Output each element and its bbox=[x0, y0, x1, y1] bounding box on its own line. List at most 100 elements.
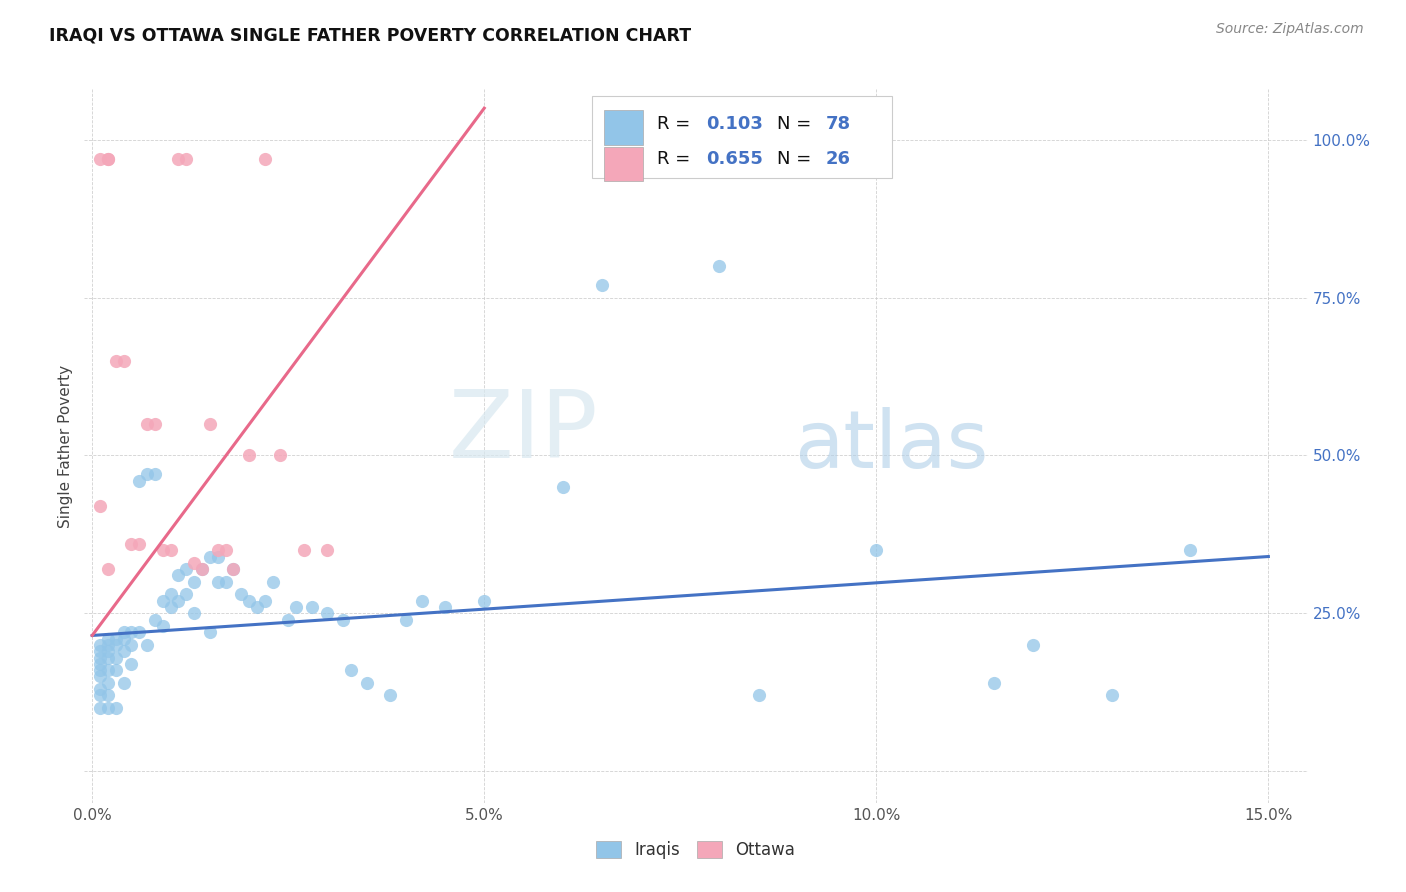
Point bbox=[152, 593, 174, 607]
Point bbox=[709, 259, 731, 273]
Point bbox=[128, 537, 150, 551]
Point bbox=[159, 587, 181, 601]
Point bbox=[89, 657, 111, 671]
Y-axis label: Single Father Poverty: Single Father Poverty bbox=[58, 365, 73, 527]
Point bbox=[983, 675, 1005, 690]
Point bbox=[89, 669, 111, 683]
Legend: Iraqis, Ottawa: Iraqis, Ottawa bbox=[591, 834, 801, 866]
Point bbox=[97, 675, 120, 690]
Point bbox=[231, 587, 253, 601]
Point bbox=[238, 593, 260, 607]
Point bbox=[136, 467, 159, 482]
Point bbox=[222, 562, 245, 576]
Point bbox=[207, 543, 229, 558]
Point bbox=[112, 675, 135, 690]
Point bbox=[222, 562, 245, 576]
Point bbox=[238, 449, 260, 463]
Point bbox=[551, 480, 574, 494]
Point bbox=[411, 593, 433, 607]
Point bbox=[591, 277, 613, 292]
Point bbox=[97, 152, 120, 166]
Point bbox=[104, 638, 127, 652]
Point bbox=[128, 474, 150, 488]
Point bbox=[112, 644, 135, 658]
Text: N =: N = bbox=[776, 150, 817, 168]
Text: N =: N = bbox=[776, 115, 817, 133]
FancyBboxPatch shape bbox=[605, 146, 644, 181]
Point bbox=[174, 587, 197, 601]
Point bbox=[89, 638, 111, 652]
Text: 26: 26 bbox=[825, 150, 851, 168]
Text: 0.103: 0.103 bbox=[706, 115, 762, 133]
Point bbox=[246, 600, 269, 615]
Point bbox=[434, 600, 457, 615]
FancyBboxPatch shape bbox=[605, 111, 644, 145]
Point bbox=[89, 152, 111, 166]
Point bbox=[152, 543, 174, 558]
Point bbox=[89, 689, 111, 703]
Point bbox=[183, 574, 205, 589]
Point bbox=[97, 152, 120, 166]
Point bbox=[89, 682, 111, 697]
Point bbox=[120, 625, 142, 640]
Point bbox=[104, 353, 127, 368]
Point bbox=[395, 613, 418, 627]
Point bbox=[97, 701, 120, 715]
Text: 78: 78 bbox=[825, 115, 851, 133]
Point bbox=[97, 650, 120, 665]
Point bbox=[198, 417, 221, 431]
Point bbox=[167, 152, 190, 166]
Point bbox=[316, 607, 339, 621]
Point bbox=[167, 593, 190, 607]
Point bbox=[214, 574, 236, 589]
Point bbox=[104, 701, 127, 715]
Point bbox=[253, 593, 276, 607]
Point bbox=[104, 650, 127, 665]
Point bbox=[112, 632, 135, 646]
Point bbox=[143, 417, 166, 431]
Point bbox=[89, 644, 111, 658]
Point bbox=[1178, 543, 1201, 558]
Point bbox=[104, 663, 127, 677]
Point bbox=[112, 625, 135, 640]
Point bbox=[198, 625, 221, 640]
Point bbox=[301, 600, 323, 615]
Text: R =: R = bbox=[657, 115, 696, 133]
Point bbox=[159, 543, 181, 558]
Point bbox=[143, 613, 166, 627]
Point bbox=[207, 574, 229, 589]
Point bbox=[269, 449, 291, 463]
Point bbox=[285, 600, 308, 615]
Point bbox=[277, 613, 299, 627]
Point bbox=[89, 701, 111, 715]
Point bbox=[292, 543, 315, 558]
Point bbox=[332, 613, 354, 627]
Point bbox=[152, 619, 174, 633]
Point bbox=[136, 638, 159, 652]
Point bbox=[183, 556, 205, 570]
Text: atlas: atlas bbox=[794, 407, 988, 485]
Point bbox=[136, 417, 159, 431]
Point bbox=[865, 543, 887, 558]
Point bbox=[174, 152, 197, 166]
Point bbox=[316, 543, 339, 558]
Point bbox=[472, 593, 495, 607]
Point bbox=[120, 638, 142, 652]
Point bbox=[112, 353, 135, 368]
Point bbox=[1022, 638, 1045, 652]
Point bbox=[380, 689, 402, 703]
Point bbox=[183, 607, 205, 621]
Point bbox=[191, 562, 214, 576]
Point bbox=[748, 689, 770, 703]
Point bbox=[89, 650, 111, 665]
Text: IRAQI VS OTTAWA SINGLE FATHER POVERTY CORRELATION CHART: IRAQI VS OTTAWA SINGLE FATHER POVERTY CO… bbox=[49, 27, 692, 45]
Point bbox=[253, 152, 276, 166]
Point bbox=[207, 549, 229, 564]
Point bbox=[174, 562, 197, 576]
Point bbox=[167, 568, 190, 582]
Point bbox=[97, 632, 120, 646]
Text: Source: ZipAtlas.com: Source: ZipAtlas.com bbox=[1216, 22, 1364, 37]
Point bbox=[89, 499, 111, 513]
Point bbox=[120, 537, 142, 551]
FancyBboxPatch shape bbox=[592, 96, 891, 178]
